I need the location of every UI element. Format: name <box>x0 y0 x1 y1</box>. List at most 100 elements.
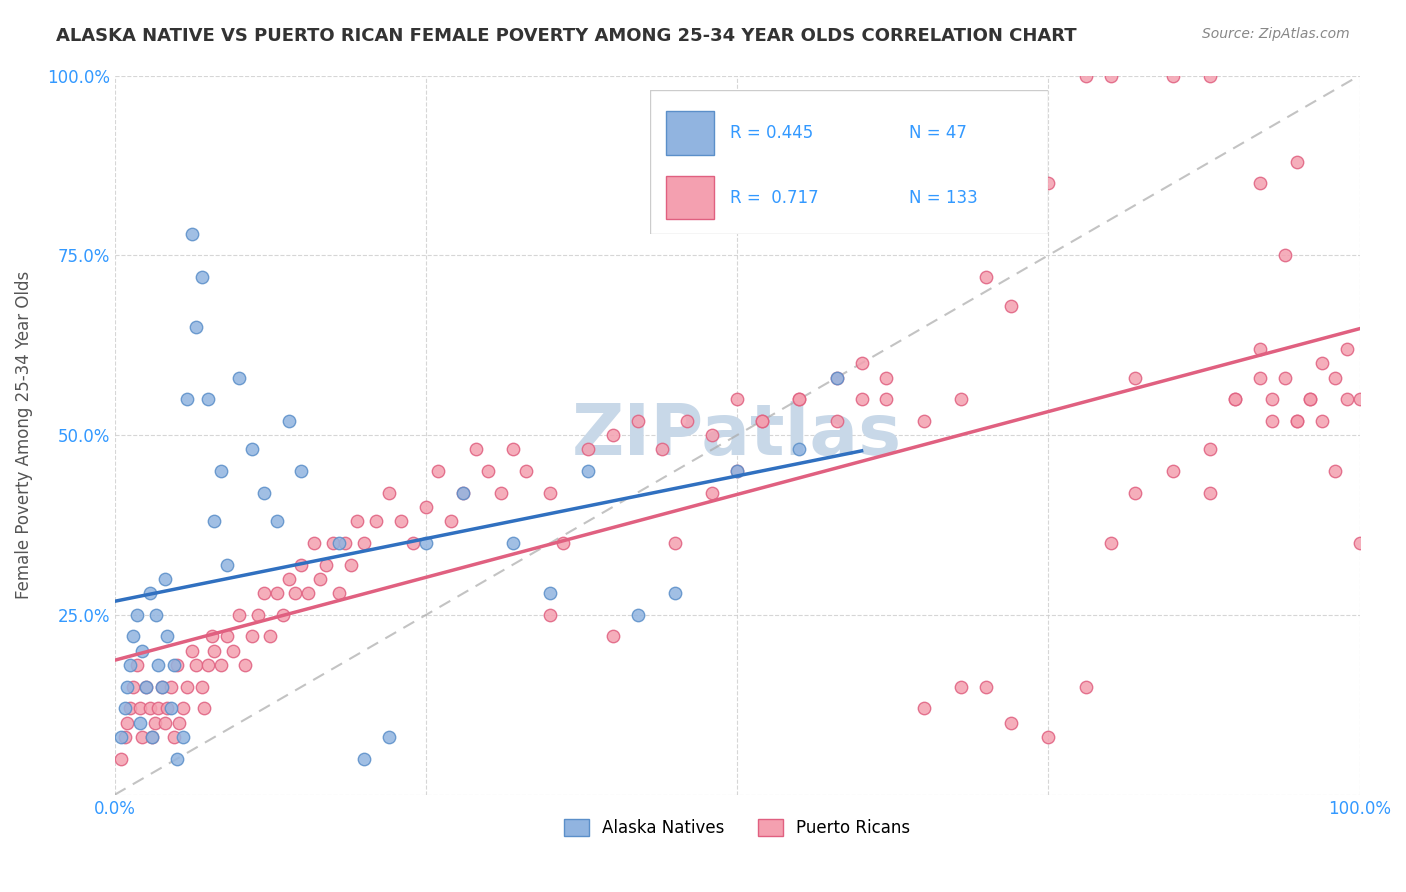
Point <box>1099 536 1122 550</box>
Point <box>1274 370 1296 384</box>
Point <box>725 464 748 478</box>
Point <box>576 464 599 478</box>
Point <box>489 485 512 500</box>
Point <box>128 715 150 730</box>
Point <box>309 572 332 586</box>
Point <box>222 644 245 658</box>
Point <box>664 586 686 600</box>
Point <box>538 586 561 600</box>
Point <box>453 485 475 500</box>
Point <box>141 730 163 744</box>
Point <box>197 392 219 406</box>
Text: ALASKA NATIVE VS PUERTO RICAN FEMALE POVERTY AMONG 25-34 YEAR OLDS CORRELATION C: ALASKA NATIVE VS PUERTO RICAN FEMALE POV… <box>56 27 1077 45</box>
Point <box>193 701 215 715</box>
Point <box>297 586 319 600</box>
Point <box>1310 356 1333 370</box>
Point <box>131 730 153 744</box>
Point <box>851 356 873 370</box>
Point <box>1074 680 1097 694</box>
Point <box>176 392 198 406</box>
Point <box>166 658 188 673</box>
Point <box>974 680 997 694</box>
Point <box>110 752 132 766</box>
Point <box>427 464 450 478</box>
Point <box>602 630 624 644</box>
Point <box>159 680 181 694</box>
Point <box>156 701 179 715</box>
Point <box>415 536 437 550</box>
Point <box>135 680 157 694</box>
Point <box>228 607 250 622</box>
Point <box>271 607 294 622</box>
Point <box>284 586 307 600</box>
Point <box>1336 342 1358 356</box>
Point <box>950 392 973 406</box>
Point <box>789 392 811 406</box>
Point <box>110 730 132 744</box>
Point <box>402 536 425 550</box>
Point <box>172 701 194 715</box>
Point <box>148 701 170 715</box>
Point <box>725 392 748 406</box>
Point <box>464 442 486 457</box>
Point <box>202 515 225 529</box>
Point <box>138 701 160 715</box>
Point <box>353 752 375 766</box>
Point <box>664 536 686 550</box>
Point <box>1161 69 1184 83</box>
Point <box>1000 299 1022 313</box>
Point <box>135 680 157 694</box>
Point <box>676 414 699 428</box>
Point <box>1223 392 1246 406</box>
Point <box>1199 485 1222 500</box>
Point <box>1286 414 1309 428</box>
Point <box>302 536 325 550</box>
Point <box>191 680 214 694</box>
Point <box>163 730 186 744</box>
Point <box>825 370 848 384</box>
Point <box>1323 370 1346 384</box>
Point <box>576 442 599 457</box>
Point <box>163 658 186 673</box>
Point <box>209 464 232 478</box>
Point <box>389 515 412 529</box>
Point <box>1299 392 1322 406</box>
Point <box>1223 392 1246 406</box>
Point <box>115 715 138 730</box>
Point <box>1336 392 1358 406</box>
Point <box>1286 414 1309 428</box>
Point <box>1286 154 1309 169</box>
Point <box>1261 414 1284 428</box>
Point <box>725 464 748 478</box>
Point <box>366 515 388 529</box>
Point <box>1038 177 1060 191</box>
Point <box>415 500 437 514</box>
Point <box>912 701 935 715</box>
Text: ZIPatlas: ZIPatlas <box>572 401 903 469</box>
Point <box>315 558 337 572</box>
Point <box>1274 248 1296 262</box>
Point <box>1199 442 1222 457</box>
Point <box>1299 392 1322 406</box>
Point <box>181 644 204 658</box>
Point <box>156 630 179 644</box>
Point <box>240 630 263 644</box>
Point <box>184 658 207 673</box>
Point <box>1125 370 1147 384</box>
Text: Source: ZipAtlas.com: Source: ZipAtlas.com <box>1202 27 1350 41</box>
Point <box>440 515 463 529</box>
Point <box>253 485 276 500</box>
Point <box>1261 392 1284 406</box>
Point <box>240 442 263 457</box>
Point <box>159 701 181 715</box>
Point <box>202 644 225 658</box>
Point <box>651 442 673 457</box>
Point <box>138 586 160 600</box>
Point <box>278 572 301 586</box>
Point <box>538 607 561 622</box>
Point <box>114 701 136 715</box>
Point <box>266 515 288 529</box>
Point <box>602 428 624 442</box>
Point <box>118 701 141 715</box>
Point <box>290 558 312 572</box>
